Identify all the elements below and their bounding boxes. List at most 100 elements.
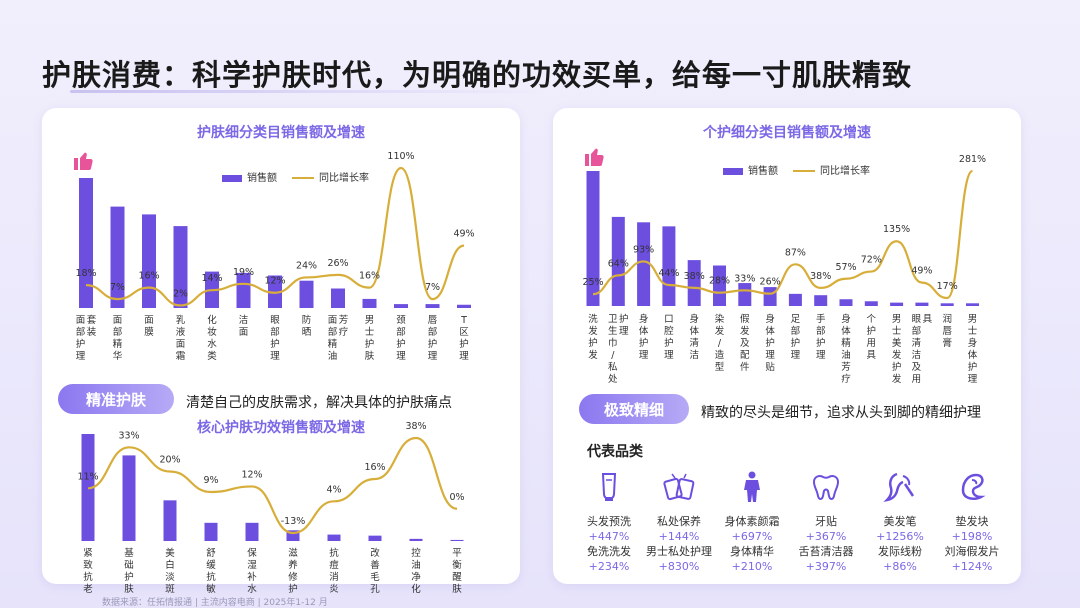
- left-panel: 护肤细分类目销售额及增速 销售额 同比增长率 面部护理套装 面部精华 面膜 乳液面霜 化妆水类…: [42, 108, 520, 595]
- bar: [586, 171, 600, 306]
- category-label: 个护用具: [867, 314, 877, 361]
- rate-label: 12%: [241, 469, 262, 480]
- rate-label: 38%: [684, 271, 705, 282]
- product-name: 刘海假发片: [944, 545, 1000, 558]
- bar: [611, 216, 625, 306]
- product-name: 免洗洗发: [587, 545, 631, 558]
- bar: [394, 304, 408, 308]
- growth-line: [592, 169, 974, 300]
- bar: [331, 288, 345, 308]
- product-name: 身体素颜霜: [724, 515, 780, 528]
- bar: [915, 302, 929, 306]
- bar: [163, 500, 177, 541]
- category-label: 化妆水类: [207, 314, 217, 362]
- bar: [814, 295, 828, 306]
- product-name: 身体精华: [730, 545, 774, 558]
- right-panel: 个护细分类目销售额及增速 销售额 同比增长率 洗发护发 卫生巾/私处护理 身体护理 口腔护理…: [553, 108, 1021, 584]
- ultimate-refinement-desc: 精致的尽头是细节，追求从头到脚的精细护理: [701, 405, 981, 421]
- rate-label: 26%: [327, 258, 348, 269]
- category-label: 男士护肤: [365, 315, 375, 362]
- category-label: 面部精油芳疗: [328, 314, 349, 362]
- rate-label: 93%: [633, 244, 654, 255]
- data-source: 数据来源：任拓情报通 | 主流内容电商 | 2025年1-12 月: [102, 598, 328, 608]
- precise-skincare-desc: 清楚自己的皮肤需求，解决具体的护肤痛点: [186, 395, 452, 411]
- bar: [236, 272, 251, 308]
- category-label: 男士身体护理: [968, 314, 978, 385]
- bar: [687, 260, 701, 306]
- hair-curl-icon: [883, 472, 915, 502]
- legend-bar-swatch: [222, 175, 242, 182]
- category-label: 改善毛孔: [370, 547, 380, 595]
- legend-bar-label: 销售额: [247, 171, 277, 184]
- category-label: 染发/造型: [715, 313, 725, 373]
- category-label: 面部精华: [113, 315, 123, 362]
- rate-label: 0%: [449, 492, 464, 503]
- tooth-icon: [812, 475, 840, 500]
- product-growth: +124%: [951, 560, 993, 573]
- rate-label: 20%: [159, 455, 180, 466]
- category-label: 面部护理套装: [76, 314, 97, 362]
- legend-bar-label: 销售额: [748, 164, 778, 177]
- product-growth: +397%: [805, 560, 847, 573]
- rate-label: 57%: [835, 262, 856, 273]
- rate-label: 7%: [110, 282, 125, 293]
- product-name: 私处保养: [657, 515, 701, 528]
- rate-label: 28%: [709, 276, 730, 287]
- product-hair-prewash: 头发预洗 +447% 免洗洗发 +234%: [568, 470, 650, 574]
- bar: [839, 299, 853, 306]
- product-growth: +447%: [588, 530, 630, 543]
- product-name: 头发预洗: [587, 515, 631, 528]
- rate-label: 17%: [937, 281, 958, 292]
- category-label: 抗痘消炎: [329, 547, 339, 595]
- bar: [110, 206, 125, 308]
- product-hair-pen: 美发笔 +1256% 发际线粉 +86%: [859, 470, 941, 574]
- bar: [122, 455, 136, 541]
- rate-label: 49%: [911, 266, 932, 277]
- rate-label: 12%: [264, 276, 285, 287]
- wipes-icon: [663, 473, 695, 501]
- bar: [662, 226, 676, 306]
- category-label: 紧致抗老: [83, 548, 93, 595]
- category-label: 身体护理: [639, 313, 649, 361]
- product-name: 牙贴: [815, 515, 837, 528]
- rate-label: 44%: [658, 268, 679, 279]
- rate-label: 87%: [785, 247, 806, 258]
- product-hair-pad: 垫发块 +198% 刘海假发片 +124%: [931, 470, 1013, 574]
- rate-label: 18%: [75, 268, 96, 279]
- bar: [940, 303, 954, 306]
- category-label: 控油净化: [411, 547, 421, 595]
- category-label: 口腔护理: [664, 314, 674, 361]
- product-teeth-strip: 牙贴 +367% 舌苔清洁器 +397%: [785, 470, 867, 574]
- chart-title: 核心护肤功效销售额及增速: [197, 419, 365, 436]
- category-label: 颈部护理: [396, 315, 406, 362]
- product-name: 美发笔: [883, 515, 917, 528]
- legend-bar-swatch: [723, 168, 743, 175]
- rate-label: 9%: [203, 475, 218, 486]
- product-growth: +210%: [731, 560, 773, 573]
- product-name: 发际线粉: [878, 545, 922, 558]
- rate-label: 281%: [959, 154, 986, 165]
- rate-label: 38%: [810, 271, 831, 282]
- bar: [368, 535, 382, 541]
- legend-line-label: 同比增长率: [820, 164, 870, 177]
- rate-label: 110%: [387, 151, 414, 162]
- page-title: 护肤消费：科学护肤时代，为明确的功效买单，给每一寸肌肤精致: [42, 58, 913, 92]
- thumbs-up-icon: [74, 152, 93, 171]
- category-label: 舒缓抗敏: [206, 547, 216, 595]
- bar: [637, 222, 651, 306]
- rate-label: 16%: [364, 462, 385, 473]
- product-growth: +697%: [731, 530, 773, 543]
- bar: [966, 303, 979, 306]
- category-label: 唇部护理: [428, 315, 438, 362]
- category-label: 防晒: [302, 314, 312, 338]
- bar: [763, 287, 777, 306]
- rate-label: -13%: [281, 516, 306, 527]
- rate-label: 16%: [359, 271, 380, 282]
- bar: [204, 522, 218, 541]
- category-label: 平衡醒肤: [452, 548, 462, 595]
- product-growth: +1256%: [876, 530, 924, 543]
- bar: [286, 530, 300, 541]
- bar: [362, 298, 377, 308]
- product-name: 垫发块: [955, 515, 989, 528]
- category-label: 卫生巾/私处护理: [608, 313, 629, 385]
